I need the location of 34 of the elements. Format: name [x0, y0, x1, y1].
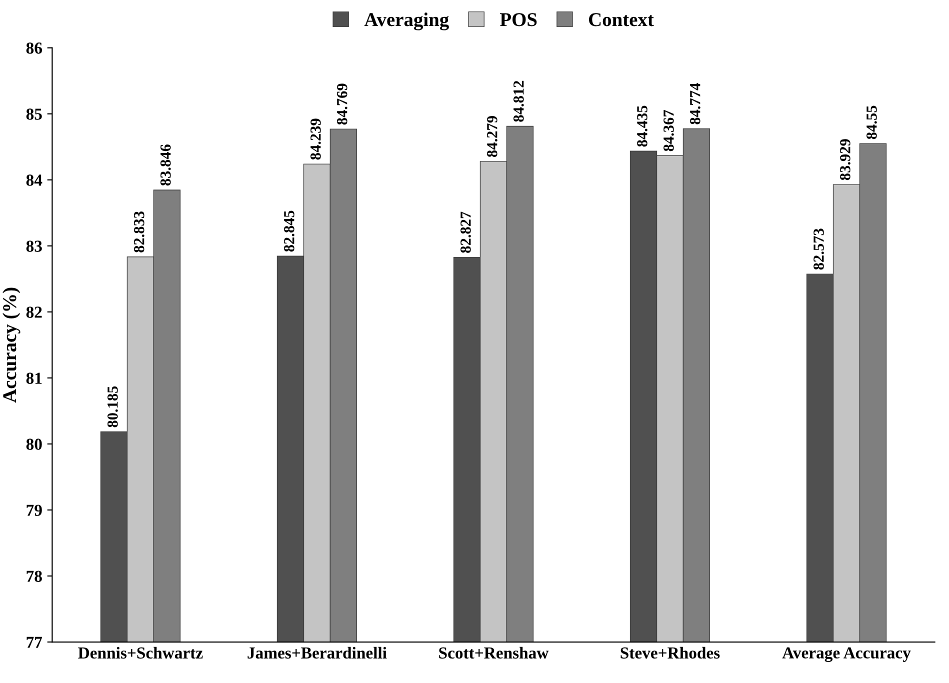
- y-tick-label: 86: [26, 42, 42, 54]
- data-label: 84.774: [690, 83, 700, 124]
- data-label: 80.185: [107, 386, 118, 428]
- y-tick-label: 83: [26, 240, 42, 252]
- data-label: 84.367: [664, 110, 674, 152]
- y-axis-title: Accuracy (%): [2, 288, 20, 403]
- data-label: 83.929: [840, 139, 850, 180]
- x-tick-label: James+Berardinelli: [248, 646, 387, 659]
- x-tick-label: Dennis+Schwartz: [78, 646, 203, 659]
- legend-label: Averaging: [364, 12, 449, 30]
- y-tick-label: 78: [26, 570, 42, 582]
- data-label: 84.239: [310, 118, 321, 160]
- legend-label: Context: [588, 13, 654, 26]
- y-tick-label: 82: [26, 306, 42, 318]
- data-label: 84.812: [513, 80, 524, 122]
- data-label: 82.827: [460, 212, 471, 253]
- y-tick-label: 85: [26, 108, 42, 120]
- y-tick-label: 81: [26, 372, 42, 384]
- legend-label: POS: [500, 13, 537, 26]
- data-label: 84.55: [866, 106, 877, 140]
- data-label: 82.573: [814, 228, 824, 270]
- data-label: 83.846: [160, 144, 171, 186]
- y-tick-label: 77: [26, 636, 42, 648]
- y-tick-label: 80: [26, 438, 42, 450]
- data-label: 84.279: [486, 116, 498, 157]
- y-tick-label: 79: [26, 504, 42, 516]
- x-tick-label: Average Accuracy: [782, 647, 911, 662]
- data-label: 82.845: [284, 210, 294, 252]
- x-tick-label: Steve+Rhodes: [620, 646, 720, 659]
- data-label: 84.435: [637, 106, 648, 147]
- data-label: 84.769: [336, 84, 348, 125]
- y-tick-label: 84: [26, 174, 42, 186]
- x-tick-label: Scott+Renshaw: [439, 646, 549, 659]
- data-label: 82.833: [134, 211, 144, 252]
